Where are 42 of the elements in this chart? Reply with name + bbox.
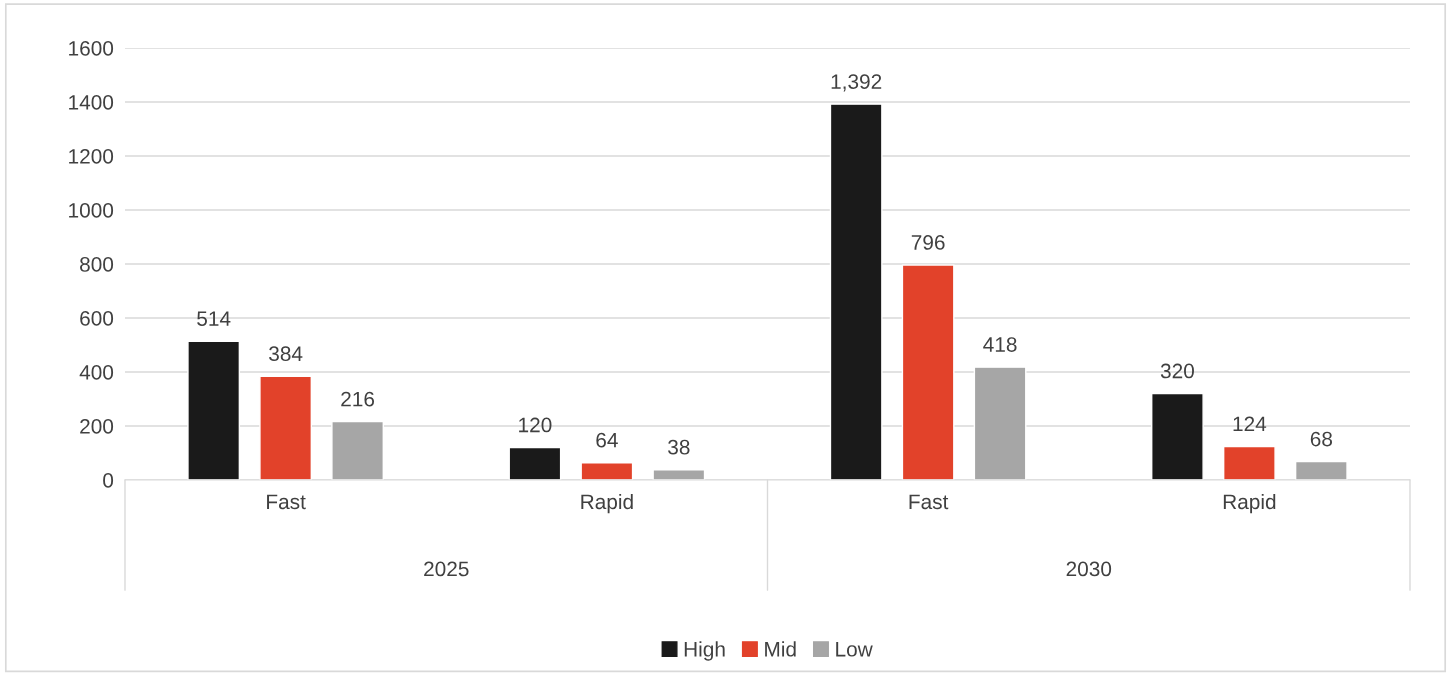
x-tick-label: Fast <box>909 494 949 510</box>
bar <box>1222 445 1276 480</box>
data-label: 68 <box>1310 431 1333 447</box>
data-label: 320 <box>1160 363 1194 379</box>
data-label: 1,392 <box>831 74 882 92</box>
data-label: 38 <box>668 439 690 455</box>
bar <box>1294 460 1348 480</box>
y-tick-label: 0 <box>103 473 114 488</box>
bar <box>580 462 634 480</box>
y-tick-label: 200 <box>80 419 114 434</box>
x-tick-label: Rapid <box>1223 493 1276 514</box>
text: 2030 <box>1066 561 1112 577</box>
bar <box>973 366 1027 480</box>
bar <box>331 420 384 480</box>
bar <box>187 340 241 480</box>
data-label: 120 <box>519 417 552 433</box>
legend-label: Mid <box>765 641 796 657</box>
y-tick-label: 600 <box>80 311 114 326</box>
legend-label: Low <box>836 642 873 657</box>
data-label: 514 <box>197 311 231 326</box>
data-label: 384 <box>269 346 303 362</box>
bar <box>259 375 313 480</box>
y-tick-label: 800 <box>80 257 114 272</box>
text: 2025 <box>424 561 469 577</box>
data-label: 124 <box>1233 416 1267 432</box>
legend-label: High <box>684 641 725 661</box>
data-label: 796 <box>911 235 945 250</box>
y-tick-label: 1400 <box>69 95 114 110</box>
y-tick-label: 1600 <box>69 41 114 56</box>
x-tick-label: Rapid <box>581 493 633 514</box>
bar <box>508 446 562 480</box>
bar <box>829 103 883 480</box>
x-tick-label: Fast <box>267 494 306 510</box>
bar <box>1151 392 1204 480</box>
data-label: 418 <box>983 337 1017 352</box>
data-label: 64 <box>596 432 618 448</box>
bar <box>652 469 706 480</box>
data-label: 216 <box>341 391 375 407</box>
y-tick-label: 400 <box>79 365 114 380</box>
y-tick-label: 1200 <box>69 149 114 164</box>
bar <box>901 264 955 480</box>
y-tick-label: 1000 <box>69 203 114 218</box>
